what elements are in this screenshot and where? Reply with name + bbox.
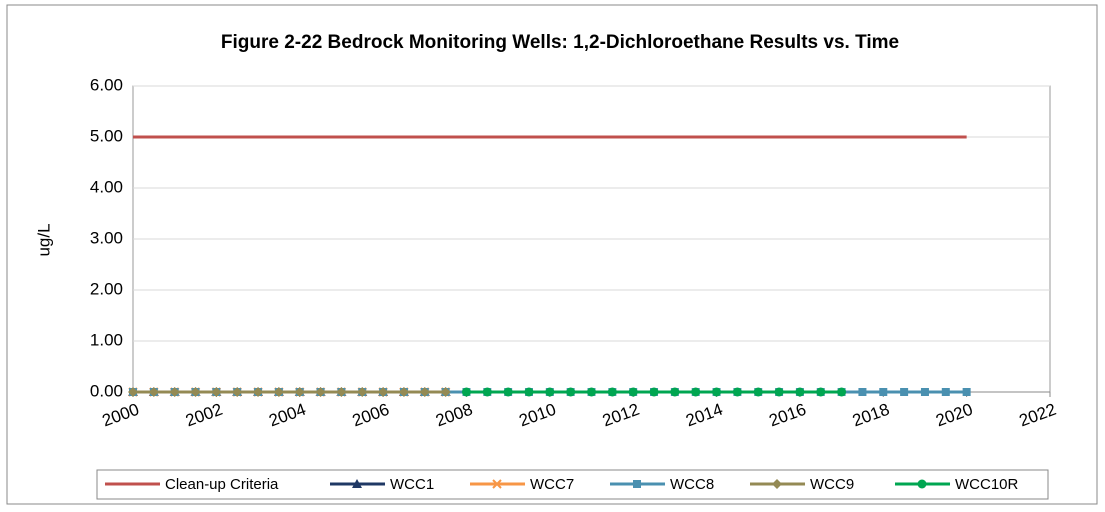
y-tick-label: 3.00 — [90, 228, 123, 247]
marker — [691, 387, 701, 397]
marker — [633, 480, 641, 488]
marker — [190, 387, 201, 397]
marker — [315, 387, 326, 397]
legend-label: WCC10R — [955, 476, 1019, 493]
legend-label: WCC9 — [810, 476, 854, 493]
legend-label: WCC1 — [390, 476, 434, 493]
marker — [628, 387, 638, 397]
legend-box — [96, 469, 1049, 500]
marker — [378, 387, 389, 397]
marker — [837, 387, 847, 397]
y-tick-label: 1.00 — [90, 330, 123, 349]
marker — [169, 387, 180, 397]
y-tick-label: 2.00 — [90, 279, 123, 298]
y-tick-label: 0.00 — [90, 381, 123, 400]
marker — [461, 387, 471, 397]
marker — [482, 387, 492, 397]
marker — [732, 387, 742, 397]
marker — [879, 388, 888, 396]
marker — [273, 387, 284, 397]
marker — [419, 387, 430, 397]
y-tick-label: 6.00 — [90, 75, 123, 94]
marker — [566, 387, 576, 397]
marker — [294, 387, 305, 397]
marker — [398, 387, 409, 397]
marker — [962, 388, 971, 396]
legend-label: Clean-up Criteria — [165, 476, 279, 493]
marker — [670, 387, 680, 397]
marker — [253, 387, 264, 397]
y-axis-label: ug/L — [34, 223, 53, 256]
marker — [545, 387, 555, 397]
marker — [587, 387, 596, 397]
marker — [336, 387, 347, 397]
marker — [503, 387, 513, 397]
marker — [232, 387, 243, 397]
legend-label: WCC8 — [670, 476, 714, 493]
marker — [211, 387, 222, 397]
y-tick-label: 5.00 — [90, 126, 123, 145]
marker — [941, 388, 950, 396]
marker — [712, 387, 722, 397]
marker — [607, 387, 617, 397]
marker — [753, 387, 763, 397]
marker — [128, 387, 138, 397]
legend-label: WCC7 — [530, 476, 574, 493]
marker — [440, 387, 451, 397]
marker — [649, 387, 659, 397]
marker — [357, 387, 368, 397]
marker — [524, 387, 534, 397]
marker — [816, 387, 826, 397]
marker — [492, 479, 502, 489]
marker — [920, 388, 929, 396]
chart-title: Figure 2-22 Bedrock Monitoring Wells: 1,… — [221, 32, 899, 53]
marker — [772, 479, 782, 489]
marker — [858, 388, 867, 396]
marker — [917, 479, 927, 489]
marker — [774, 387, 784, 397]
marker — [352, 479, 362, 488]
marker — [148, 387, 159, 397]
marker — [900, 388, 909, 396]
y-tick-label: 4.00 — [90, 177, 123, 196]
marker — [795, 387, 805, 397]
